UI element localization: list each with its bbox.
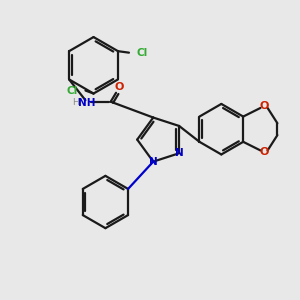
Text: Cl: Cl (137, 48, 148, 58)
Text: NH: NH (78, 98, 96, 108)
Text: O: O (259, 147, 269, 157)
Text: N: N (149, 157, 158, 166)
Text: Cl: Cl (67, 85, 78, 96)
Text: N: N (176, 148, 184, 158)
Text: H: H (72, 98, 78, 107)
Text: O: O (115, 82, 124, 92)
Text: O: O (259, 101, 269, 111)
